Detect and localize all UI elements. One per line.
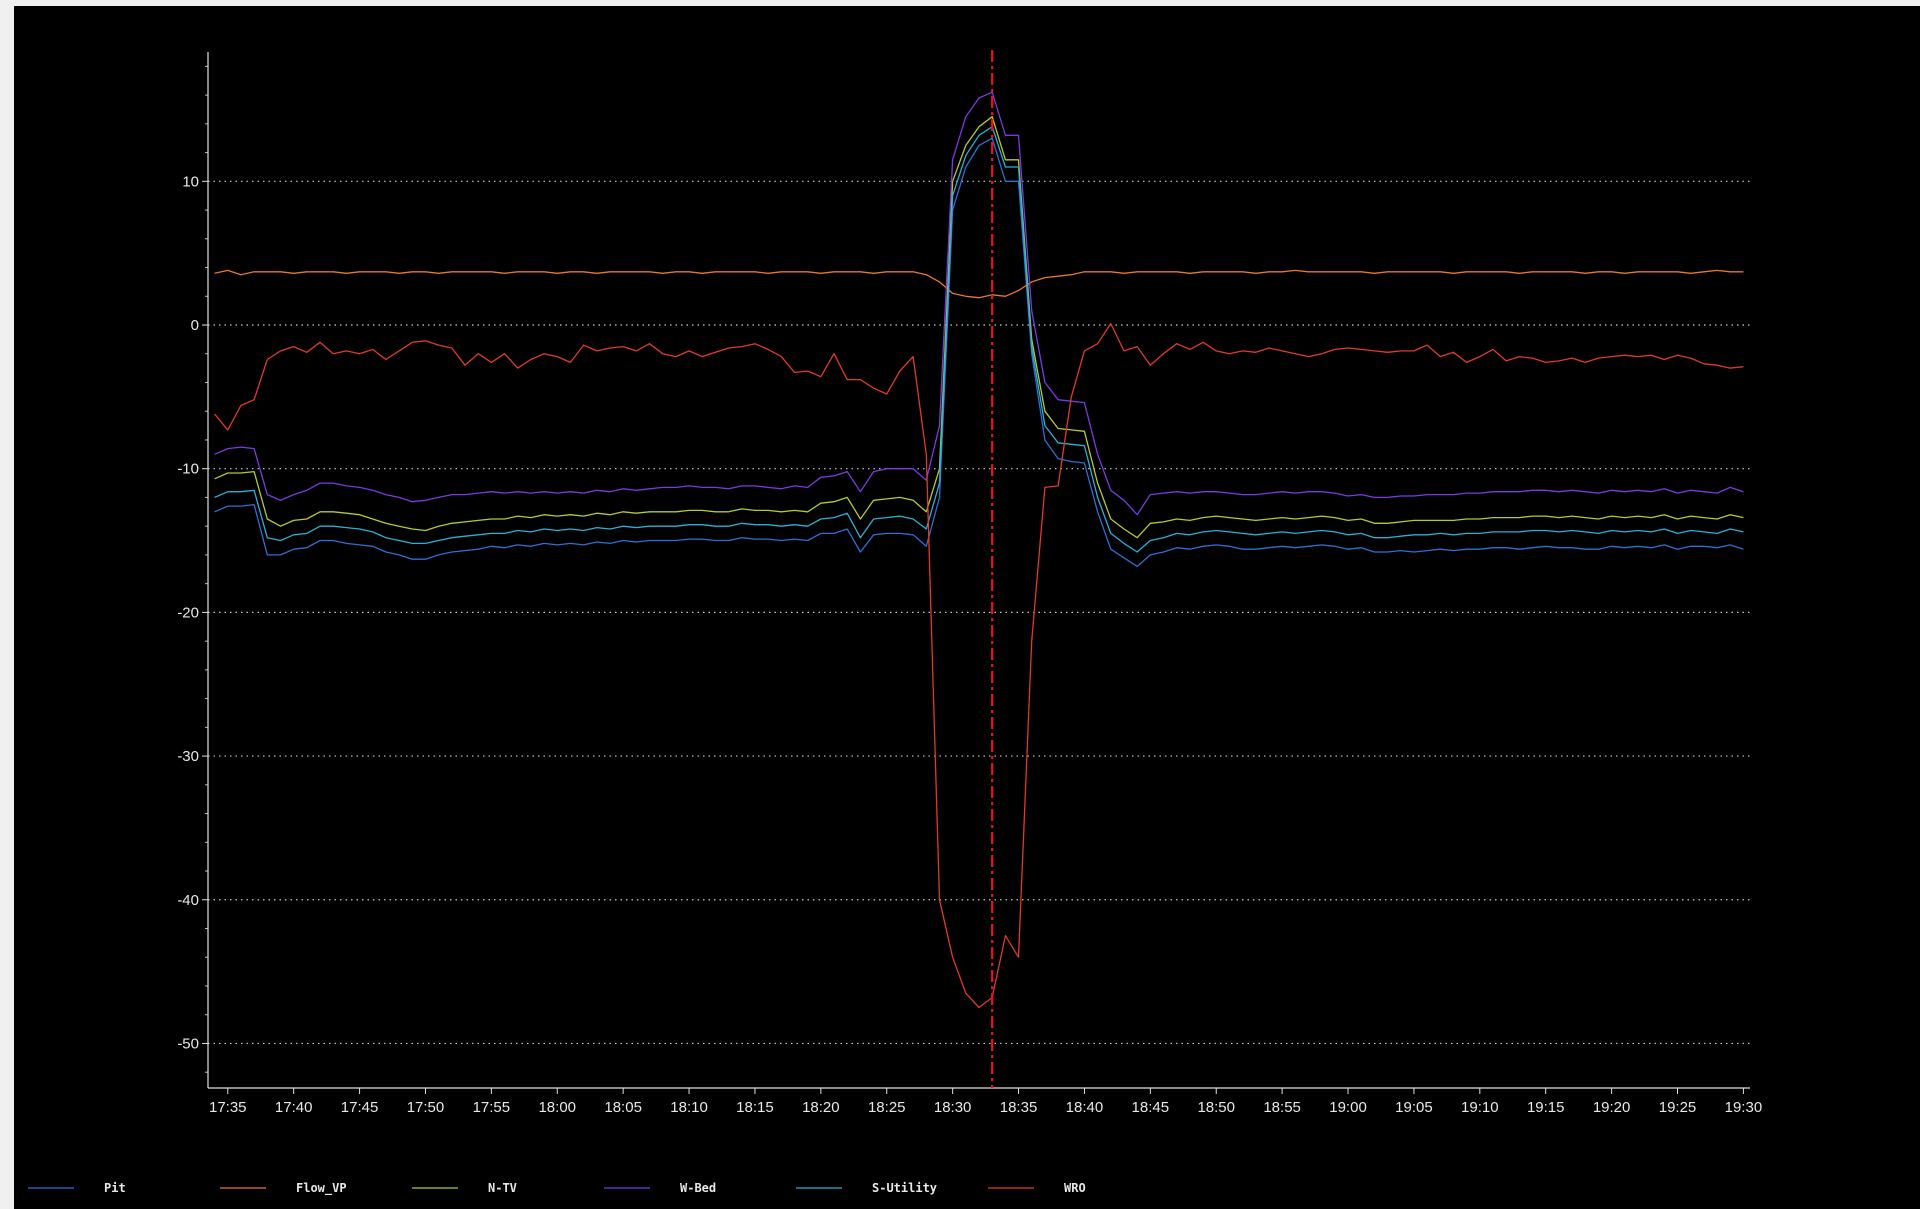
x-tick-label: 19:25 bbox=[1659, 1099, 1697, 1116]
y-tick-label: -10 bbox=[177, 461, 199, 478]
chart-panel: 10 0 -10 -20 -30 -40 -50 17:35 17:40 17:45 17:50 17… bbox=[14, 6, 1920, 1209]
y-tick-label: 10 bbox=[182, 173, 199, 190]
x-tick-label: 18:20 bbox=[802, 1099, 840, 1116]
x-tick-label: 18:25 bbox=[868, 1099, 906, 1116]
legend: Pit Flow_VP N-TV W-Bed S-Utility WRO bbox=[28, 1181, 1086, 1196]
x-tick-label: 19:20 bbox=[1593, 1099, 1631, 1116]
x-tick-label: 19:30 bbox=[1725, 1099, 1763, 1116]
legend-label: Flow_VP bbox=[296, 1181, 347, 1196]
axes: 10 0 -10 -20 -30 -40 -50 17:35 17:40 17:45 17:50 17… bbox=[177, 52, 1762, 1116]
x-tick-label: 18:30 bbox=[934, 1099, 972, 1116]
y-tick-label: 0 bbox=[191, 317, 199, 334]
series-line-wro bbox=[214, 322, 1744, 1009]
x-tick-label: 18:40 bbox=[1066, 1099, 1104, 1116]
x-tick-label: 19:15 bbox=[1527, 1099, 1565, 1116]
x-tick-label: 17:50 bbox=[407, 1099, 445, 1116]
x-tick-label: 17:40 bbox=[275, 1099, 313, 1116]
x-tick-label: 19:05 bbox=[1395, 1099, 1433, 1116]
series-line-n-tv bbox=[214, 116, 1744, 539]
x-tick-label: 19:00 bbox=[1329, 1099, 1367, 1116]
legend-label: WRO bbox=[1064, 1181, 1086, 1195]
legend-label: W-Bed bbox=[680, 1181, 716, 1195]
line-chart: 10 0 -10 -20 -30 -40 -50 17:35 17:40 17:45 17:50 17… bbox=[28, 50, 1762, 1196]
grid-lines bbox=[208, 180, 1750, 1045]
x-tick-label: 17:35 bbox=[209, 1099, 247, 1116]
x-tick-label: 18:00 bbox=[538, 1099, 576, 1116]
x-tick-label: 18:35 bbox=[1000, 1099, 1038, 1116]
legend-label: S-Utility bbox=[872, 1181, 937, 1195]
x-tick-label: 19:10 bbox=[1461, 1099, 1499, 1116]
legend-label: Pit bbox=[104, 1181, 126, 1195]
y-tick-label: -50 bbox=[177, 1035, 199, 1052]
y-tick-label: -20 bbox=[177, 604, 199, 621]
x-tick-label: 17:55 bbox=[473, 1099, 511, 1116]
x-tick-label: 17:45 bbox=[341, 1099, 379, 1116]
x-tick-label: 18:45 bbox=[1132, 1099, 1170, 1116]
y-tick-label: -30 bbox=[177, 748, 199, 765]
series-line-flow-vp bbox=[214, 269, 1744, 299]
legend-label: N-TV bbox=[488, 1181, 517, 1195]
x-tick-label: 18:55 bbox=[1263, 1099, 1301, 1116]
series-line-w-bed bbox=[214, 91, 1744, 516]
x-tick-label: 18:50 bbox=[1197, 1099, 1235, 1116]
series-lines bbox=[214, 91, 1744, 1009]
series-line-s-utility bbox=[214, 126, 1744, 553]
x-tick-label: 18:05 bbox=[604, 1099, 642, 1116]
y-tick-label: -40 bbox=[177, 892, 199, 909]
series-line-pit bbox=[214, 137, 1744, 568]
x-tick-label: 18:10 bbox=[670, 1099, 708, 1116]
x-tick-label: 18:15 bbox=[736, 1099, 774, 1116]
